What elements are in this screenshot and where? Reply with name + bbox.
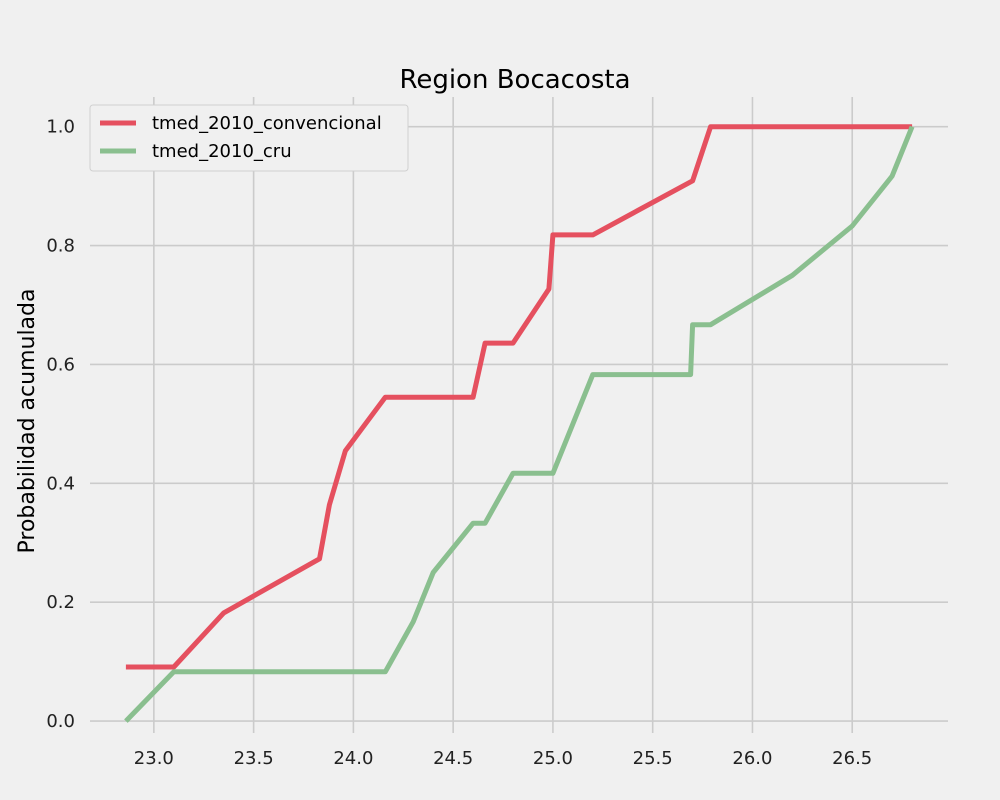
x-tick-label: 23.0: [134, 748, 174, 769]
x-tick-label: 26.0: [732, 748, 772, 769]
y-tick-label: 0.6: [46, 354, 75, 375]
legend-box: [89, 104, 409, 172]
legend-label: tmed_2010_convencional: [152, 113, 382, 134]
series-line-tmed_2010_cru: [124, 125, 915, 723]
chart-title: Region Bocacosta: [399, 65, 630, 95]
y-tick-label: 1.0: [46, 117, 75, 138]
x-tick-label: 25.5: [633, 748, 673, 769]
legend-label: tmed_2010_cru: [152, 141, 292, 162]
y-tick-label: 0.0: [46, 711, 75, 732]
x-tick-label: 25.0: [533, 748, 573, 769]
series-lines: [124, 124, 915, 723]
grid: [90, 97, 948, 733]
legend-items: tmed_2010_convencional tmed_2010_cru: [100, 113, 382, 162]
x-tick-label: 24.5: [433, 748, 473, 769]
x-tick-label: 26.5: [832, 748, 872, 769]
x-axis-ticks: 23.0 23.5 24.0 24.5 25.0 25.5 26.0 26.5: [134, 748, 872, 769]
y-axis-label: Probabilidad acumulada: [15, 289, 40, 554]
legend: tmed_2010_convencional tmed_2010_cru: [89, 104, 409, 172]
y-axis-ticks: 0.0 0.2 0.4 0.6 0.8 1.0: [46, 117, 75, 732]
y-tick-label: 0.2: [46, 592, 75, 613]
y-tick-label: 0.4: [46, 473, 75, 494]
y-tick-label: 0.8: [46, 236, 75, 257]
x-tick-label: 23.5: [234, 748, 274, 769]
series-line-tmed_2010_convencional: [125, 124, 913, 670]
x-tick-label: 24.0: [333, 748, 373, 769]
